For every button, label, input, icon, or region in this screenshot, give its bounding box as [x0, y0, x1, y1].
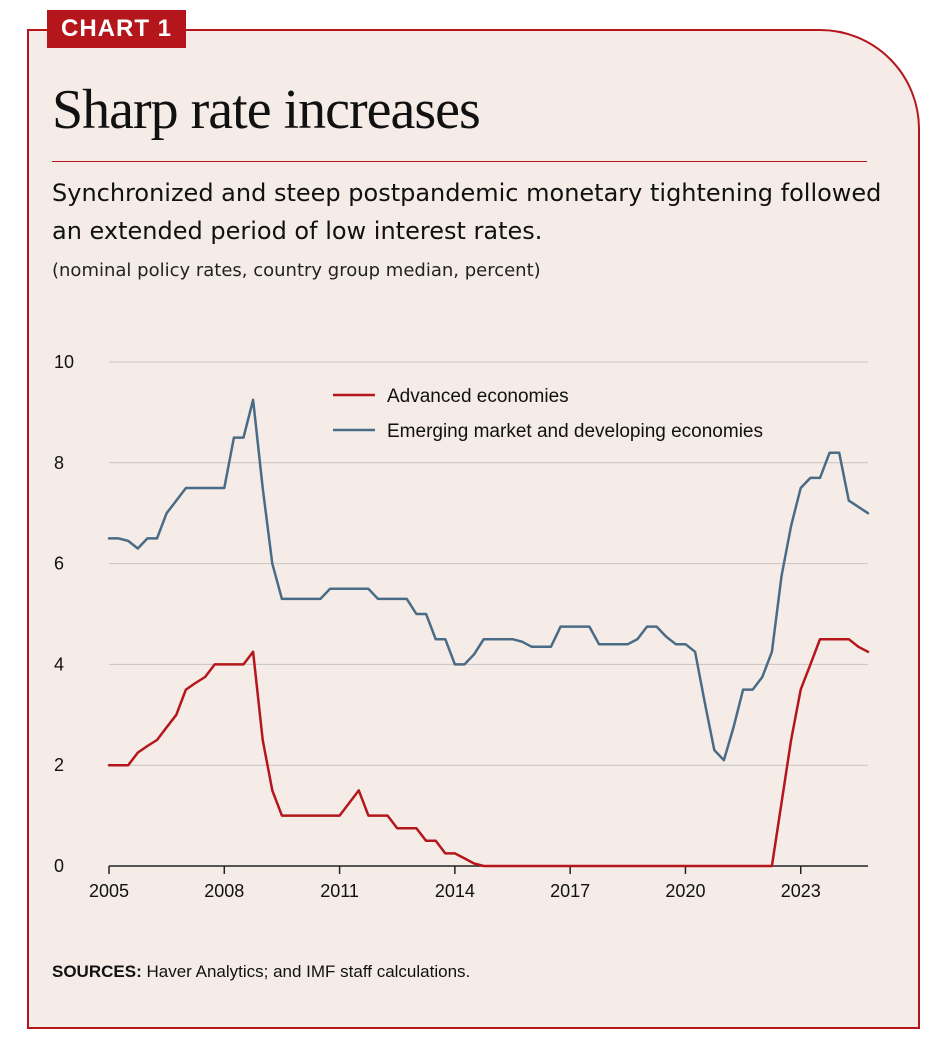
x-tick-label: 2008 [204, 881, 244, 901]
y-tick-label: 10 [54, 352, 74, 372]
series-lines [107, 398, 870, 868]
x-tick-label: 2005 [89, 881, 129, 901]
chart-subtitle: Synchronized and steep postpandemic mone… [52, 179, 882, 245]
x-tick-label: 2017 [550, 881, 590, 901]
y-tick-label: 8 [54, 453, 64, 473]
x-tick-label: 2011 [320, 881, 359, 901]
legend-label-0: Advanced economies [387, 386, 569, 407]
title-divider [52, 161, 867, 162]
chart-units: (nominal policy rates, country group med… [52, 260, 541, 281]
source-label: SOURCES: [52, 962, 142, 981]
legend: Advanced economies Emerging market and de… [333, 386, 763, 442]
gridlines [109, 361, 868, 766]
x-tick-label: 2020 [665, 881, 705, 901]
source-note: SOURCES: Haver Analytics; and IMF staff … [52, 962, 470, 982]
x-tick-label: 2014 [435, 881, 475, 901]
legend-label-1: Emerging market and developing economies [387, 421, 763, 442]
y-tick-label: 2 [54, 755, 64, 775]
y-tick-label: 4 [54, 654, 64, 674]
y-tick-label: 6 [54, 554, 64, 574]
chart-title: Sharp rate increases [52, 79, 481, 141]
chart-badge: CHART 1 [47, 10, 187, 48]
source-text: Haver Analytics; and IMF staff calculati… [146, 962, 471, 981]
series-line-0 [107, 637, 870, 868]
x-tick-label: 2023 [781, 881, 821, 901]
y-tick-label: 0 [54, 856, 64, 876]
series-line-1 [107, 398, 870, 762]
